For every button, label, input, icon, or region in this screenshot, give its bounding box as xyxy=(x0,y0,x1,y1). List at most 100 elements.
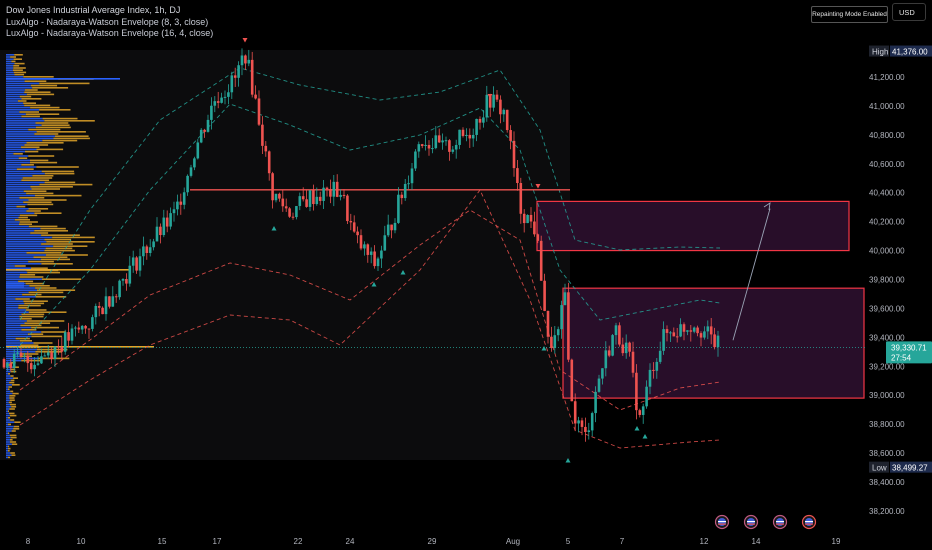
candle xyxy=(478,116,482,130)
candle-body xyxy=(339,194,342,197)
candle-body xyxy=(696,327,699,334)
candle xyxy=(560,300,563,339)
candle-body xyxy=(560,305,563,330)
candle xyxy=(91,314,94,332)
candle xyxy=(131,250,135,273)
event-flag-icon[interactable] xyxy=(801,514,817,530)
candle-body xyxy=(189,167,193,176)
candle xyxy=(254,85,257,100)
candle xyxy=(390,224,393,239)
plot-panel xyxy=(0,50,570,460)
candle-body xyxy=(26,355,30,364)
candle-body xyxy=(87,328,91,330)
candle xyxy=(318,191,322,206)
candle xyxy=(631,341,635,378)
candle xyxy=(165,210,169,233)
x-axis-tick: 24 xyxy=(346,537,355,546)
candle xyxy=(325,186,329,197)
event-flag-icon[interactable] xyxy=(714,514,730,530)
candle-body xyxy=(220,97,223,103)
candle-body xyxy=(254,94,257,99)
candle xyxy=(155,217,159,242)
symbol-title[interactable]: Dow Jones Industrial Average Index, 1h, … xyxy=(6,5,181,15)
candle-body xyxy=(312,190,315,205)
candle xyxy=(213,96,217,113)
low-tag-label: Low xyxy=(872,464,887,473)
inner-upper-band xyxy=(19,103,721,346)
candle xyxy=(502,108,506,122)
candle-body xyxy=(271,173,274,201)
candle xyxy=(420,143,424,149)
repainting-mode-badge[interactable]: Repainting Mode Enabled xyxy=(811,6,888,23)
candle-body xyxy=(97,305,101,308)
candle xyxy=(638,408,642,418)
candle xyxy=(682,322,686,341)
candle-body xyxy=(329,189,332,197)
event-flag-icon[interactable] xyxy=(772,514,788,530)
candle xyxy=(359,229,363,251)
x-axis-tick: 29 xyxy=(428,537,437,546)
volume-profile xyxy=(6,54,154,459)
candle xyxy=(522,209,526,233)
candle xyxy=(193,156,196,171)
candle xyxy=(227,84,230,105)
candle xyxy=(597,374,601,393)
candle-body xyxy=(444,140,448,142)
candle xyxy=(570,358,574,402)
candle-body xyxy=(679,324,682,337)
candle xyxy=(448,139,451,161)
candle-body xyxy=(454,144,458,150)
candle xyxy=(67,322,70,348)
candle-body xyxy=(519,183,523,214)
y-axis-tick: 41,000.00 xyxy=(869,102,905,111)
candle-body xyxy=(148,247,152,253)
candle-body xyxy=(23,355,26,357)
candle-body xyxy=(176,201,179,210)
candle xyxy=(471,128,475,147)
buy-signal-marker xyxy=(371,282,377,287)
candle-body xyxy=(516,168,519,184)
candle-body xyxy=(295,206,298,218)
candle-body xyxy=(152,241,155,248)
candle-body xyxy=(70,328,74,341)
candle xyxy=(495,89,499,102)
low-tag-label-bg xyxy=(869,461,889,473)
candle xyxy=(485,85,489,122)
candle-body xyxy=(577,420,580,424)
candle xyxy=(159,223,162,244)
y-axis-tick: 39,200.00 xyxy=(869,362,905,371)
candle-body xyxy=(431,148,434,150)
candle xyxy=(475,118,478,142)
candle xyxy=(536,233,540,244)
y-axis-tick: 40,600.00 xyxy=(869,160,905,169)
candle xyxy=(465,128,468,142)
candle xyxy=(363,241,366,256)
candle-body xyxy=(118,280,121,298)
sell-signal-marker xyxy=(535,184,541,189)
candle xyxy=(662,321,665,355)
candle xyxy=(573,393,577,432)
candle xyxy=(648,363,652,395)
candle-body xyxy=(437,135,441,143)
candle xyxy=(346,194,349,225)
candle xyxy=(189,164,193,178)
y-axis-tick: 38,600.00 xyxy=(869,449,905,458)
candle xyxy=(281,189,285,212)
candle xyxy=(417,141,421,158)
candle-body xyxy=(618,325,621,345)
currency-button[interactable]: USD xyxy=(892,3,926,21)
candle xyxy=(499,95,502,124)
event-flag-icon[interactable] xyxy=(743,514,759,530)
buy-signal-marker xyxy=(642,434,648,439)
candle xyxy=(295,205,298,220)
indicator-nw-16[interactable]: LuxAlgo - Nadaraya-Watson Envelope (16, … xyxy=(6,28,214,38)
candle-body xyxy=(570,359,574,402)
candle-body xyxy=(607,350,611,356)
candle-body xyxy=(128,265,132,284)
indicator-nw-8[interactable]: LuxAlgo - Nadaraya-Watson Envelope (8, 3… xyxy=(6,16,209,27)
candle-body xyxy=(101,307,104,315)
candle-body xyxy=(308,190,312,207)
candle xyxy=(458,129,461,150)
candle xyxy=(356,226,359,244)
